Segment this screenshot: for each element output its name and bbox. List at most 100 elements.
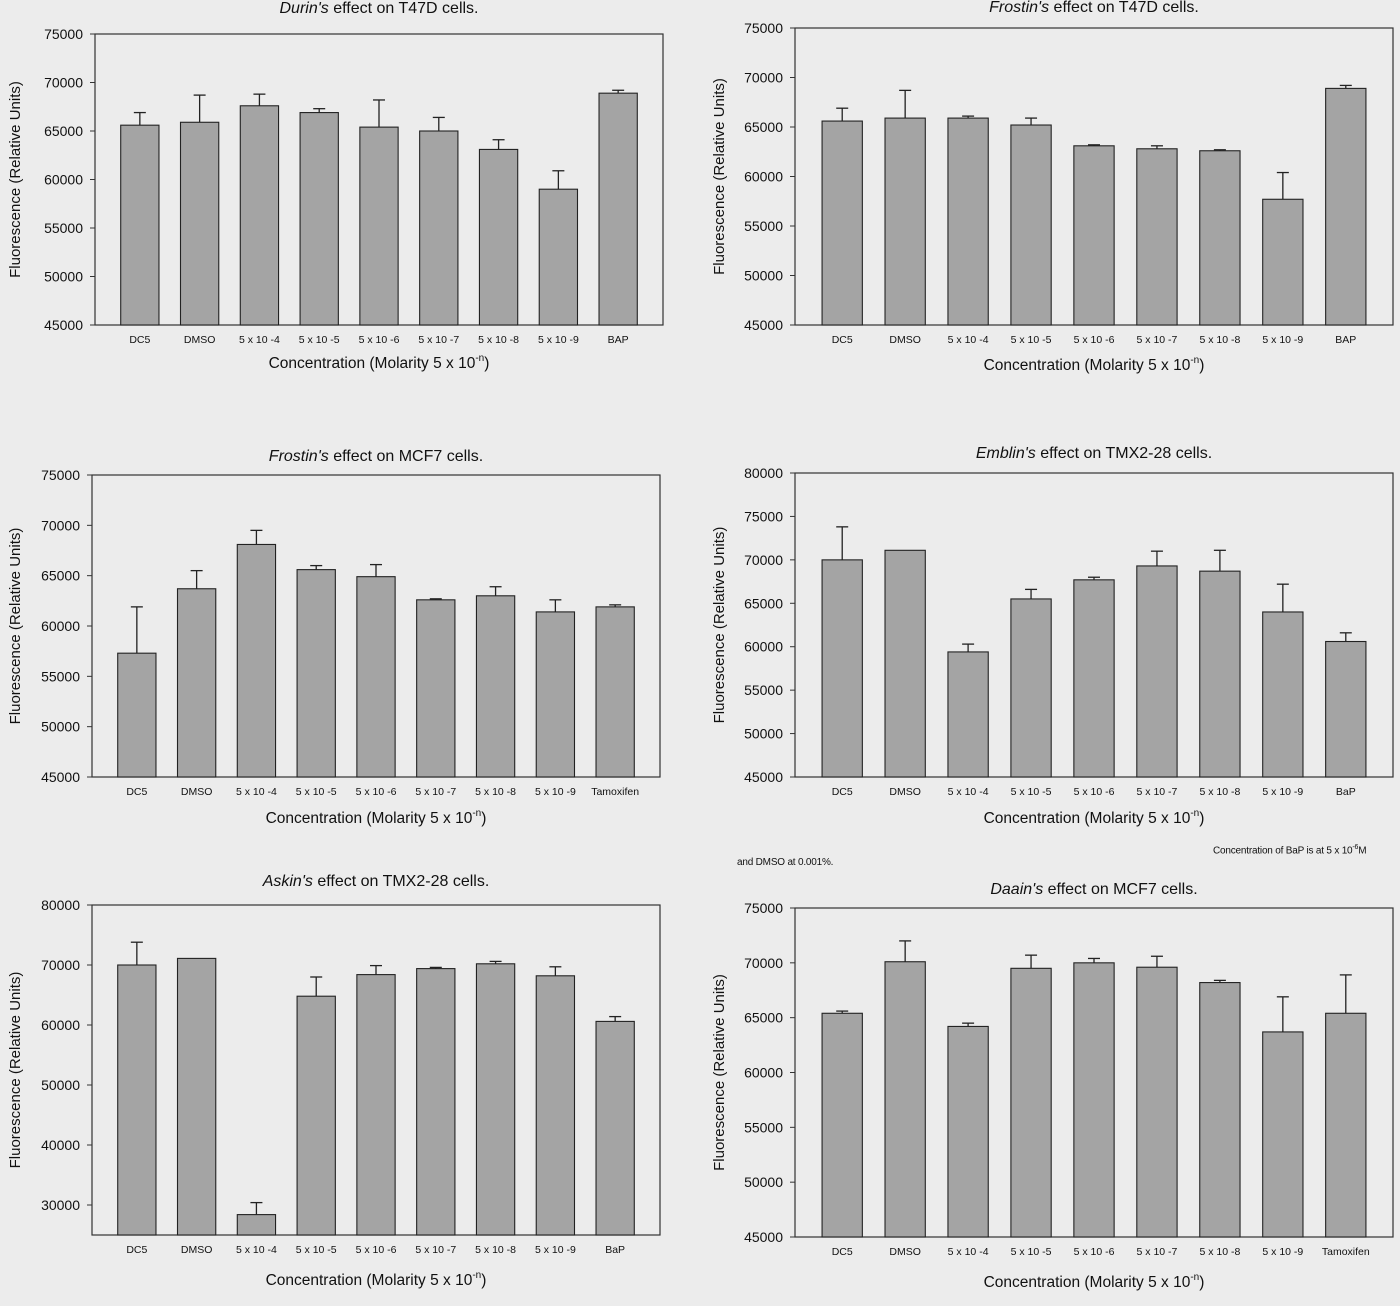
bar — [1199, 982, 1241, 1238]
bar — [947, 117, 989, 326]
chart-2: 45000 50000 55000 60000 65000 70000 75000 DC5 DM… — [711, 0, 1394, 374]
y-tick-label: 45000 — [744, 769, 783, 785]
bar — [239, 105, 280, 326]
chart-title-rest: effect on MCF7 cells. — [1043, 881, 1197, 898]
y-tick-label: 75000 — [41, 467, 80, 483]
category-label: 5 x 10 -5 — [1011, 334, 1052, 346]
y-tick-label: 75000 — [744, 20, 783, 36]
y-tick-label: 70000 — [41, 517, 80, 533]
y-tick-label: 70000 — [44, 75, 83, 91]
category-label: DMSO — [889, 1246, 921, 1258]
chart-title: Emblin's effect on TMX2-28 cells. — [976, 445, 1212, 462]
category-label: 5 x 10 -9 — [1262, 1246, 1303, 1258]
x-axis-label-close: ) — [481, 810, 486, 827]
chart-title-rest: effect on T47D cells. — [1049, 0, 1199, 16]
category-label: DC5 — [832, 1246, 853, 1258]
bap-concentration-note: Concentration of BaP is at 5 x 10-6M — [1213, 844, 1367, 856]
bar — [117, 964, 157, 1236]
bar — [1136, 966, 1178, 1238]
y-axis-label: Fluorescence (Relative Units) — [7, 528, 24, 725]
bar — [1073, 145, 1115, 326]
x-axis-label-main: Concentration (Molarity 5 x 10 — [266, 1272, 473, 1289]
category-label: DC5 — [129, 334, 150, 346]
x-axis-label: Concentration (Molarity 5 x 10-n) — [984, 1272, 1205, 1291]
chart-title: Durin's effect on T47D cells. — [279, 0, 478, 17]
category-label: BAP — [608, 334, 629, 346]
x-axis-label-main: Concentration (Molarity 5 x 10 — [984, 357, 1191, 374]
category-label: 5 x 10 -4 — [948, 786, 989, 798]
category-label: BaP — [605, 1244, 625, 1256]
chart-title-rest: effect on MCF7 cells. — [329, 448, 483, 465]
category-label: DC5 — [126, 786, 147, 798]
category-label: 5 x 10 -6 — [1074, 786, 1115, 798]
bar — [1199, 150, 1241, 326]
x-axis-label-main: Concentration (Molarity 5 x 10 — [269, 355, 476, 372]
bar — [475, 595, 516, 778]
y-axis-label: Fluorescence (Relative Units) — [711, 527, 728, 724]
category-label: 5 x 10 -8 — [1199, 786, 1240, 798]
bar — [821, 1012, 863, 1238]
y-tick-label: 65000 — [744, 119, 783, 135]
y-tick-label: 45000 — [44, 317, 83, 333]
x-axis-label: Concentration (Molarity 5 x 10-n) — [266, 808, 487, 827]
bar — [176, 588, 217, 778]
bar — [356, 974, 396, 1236]
bar — [475, 963, 516, 1236]
category-label: 5 x 10 -7 — [1137, 786, 1178, 798]
category-label: DC5 — [832, 786, 853, 798]
category-label: 5 x 10 -4 — [236, 1244, 277, 1256]
y-axis-label: Fluorescence (Relative Units) — [7, 81, 24, 278]
bar — [884, 961, 926, 1238]
bar — [595, 1020, 635, 1236]
y-tick-label: 50000 — [744, 726, 783, 742]
y-tick-label: 70000 — [744, 955, 783, 971]
y-tick-label: 70000 — [744, 70, 783, 86]
chart-1: 45000 50000 55000 60000 65000 70000 75000 DC5 DM… — [7, 0, 664, 372]
y-tick-label: 30000 — [41, 1197, 80, 1213]
chart-title-rest: effect on TMX2-28 cells. — [1036, 445, 1212, 462]
category-label: 5 x 10 -5 — [296, 786, 337, 798]
bar — [1262, 198, 1304, 326]
category-label: 5 x 10 -8 — [475, 786, 516, 798]
y-tick-label: 75000 — [44, 26, 83, 42]
category-label: 5 x 10 -9 — [538, 334, 579, 346]
bar — [1010, 598, 1052, 778]
x-axis-label-exponent: -n — [1190, 1272, 1199, 1283]
category-label: BAP — [1335, 334, 1356, 346]
y-tick-label: 55000 — [744, 682, 783, 698]
bar — [1262, 611, 1304, 778]
bar — [1262, 1031, 1304, 1238]
bar — [236, 1214, 277, 1236]
category-label: 5 x 10 -7 — [1137, 334, 1178, 346]
bar — [821, 120, 863, 326]
y-tick-label: 60000 — [744, 1065, 783, 1081]
category-label: 5 x 10 -9 — [1262, 786, 1303, 798]
bar — [359, 126, 399, 326]
chart-title-compound: Emblin's — [976, 445, 1036, 462]
category-label: 5 x 10 -4 — [948, 334, 989, 346]
category-label: 5 x 10 -5 — [296, 1244, 337, 1256]
bar — [120, 124, 160, 326]
y-tick-label: 55000 — [744, 1119, 783, 1135]
bar — [356, 576, 396, 778]
y-tick-label: 55000 — [44, 220, 83, 236]
x-axis-label-main: Concentration (Molarity 5 x 10 — [984, 810, 1191, 827]
y-tick-label: 65000 — [41, 568, 80, 584]
category-label: DC5 — [832, 334, 853, 346]
y-tick-label: 70000 — [41, 957, 80, 973]
y-tick-label: 80000 — [41, 897, 80, 913]
bar — [1325, 1012, 1367, 1238]
x-axis-label-main: Concentration (Molarity 5 x 10 — [266, 810, 473, 827]
chart-title-compound: Frostin's — [989, 0, 1049, 16]
bar — [1199, 570, 1241, 778]
x-axis-label: Concentration (Molarity 5 x 10-n) — [269, 353, 490, 372]
category-label: 5 x 10 -9 — [535, 1244, 576, 1256]
y-axis-label: Fluorescence (Relative Units) — [711, 974, 728, 1171]
category-label: 5 x 10 -5 — [299, 334, 340, 346]
chart-title-compound: Frostin's — [269, 448, 329, 465]
y-axis-label: Fluorescence (Relative Units) — [711, 78, 728, 275]
x-axis-label-exponent: -n — [1190, 808, 1199, 819]
x-axis-label-exponent: -n — [475, 353, 484, 364]
bar — [538, 188, 579, 326]
